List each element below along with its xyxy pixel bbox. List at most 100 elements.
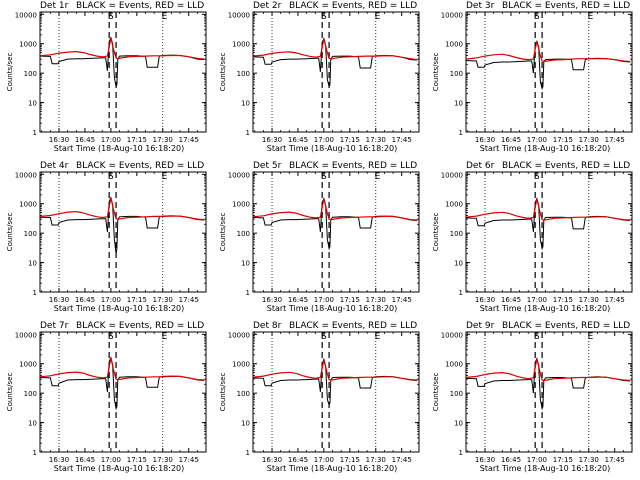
x-tick-label: 16:45: [288, 296, 308, 304]
x-tick-label: 16:45: [75, 136, 95, 144]
y-tick-label: 10000: [15, 171, 37, 179]
x-tick-label: 16:30: [49, 296, 69, 304]
detector-chart: 1 10 100 1000 10000 16:30 16:45 17:00 17:15 17:30…: [6, 11, 207, 153]
x-tick-label: 16:45: [501, 456, 521, 464]
x-tick-label: 17:45: [392, 296, 412, 304]
y-axis-label: Counts/sec: [219, 213, 227, 252]
x-tick-label: 16:30: [262, 136, 282, 144]
y-tick-label: 10: [241, 420, 250, 428]
y-tick-label: 1: [33, 449, 37, 457]
plot-frame: [465, 331, 633, 453]
x-axis-label: Start Time (18-Aug-10 16:18:20): [267, 464, 398, 473]
interval-marker-label: E: [588, 332, 594, 342]
events-series-line: [39, 196, 205, 254]
x-axis-label: Start Time (18-Aug-10 16:18:20): [54, 464, 185, 473]
x-tick-label: 17:15: [340, 456, 360, 464]
detector-chart: 1 10 100 1000 10000 16:30 16:45 17:00 17:15 17:30…: [432, 11, 633, 153]
x-tick-label: 16:45: [75, 456, 95, 464]
y-tick-label: 100: [237, 230, 250, 238]
x-tick-label: 17:15: [340, 136, 360, 144]
x-tick-label: 17:00: [314, 296, 334, 304]
y-tick-label: 1: [459, 289, 463, 297]
detector-chart: 1 10 100 1000 10000 16:30 16:45 17:00 17:15 17:30…: [219, 11, 420, 153]
events-series-line: [39, 356, 205, 411]
plot-frame: [252, 11, 420, 133]
x-tick-label: 17:15: [553, 136, 573, 144]
x-tick-label: 17:15: [340, 296, 360, 304]
x-tick-label: 16:45: [75, 296, 95, 304]
interval-marker-label: E: [162, 332, 168, 342]
detector-panel: 1 10 100 1000 10000 16:30 16:45 17:00 17:15 17:30…: [426, 160, 639, 320]
y-axis-label: Counts/sec: [432, 213, 440, 252]
y-tick-label: 10000: [15, 11, 37, 19]
events-series-line: [252, 37, 418, 89]
y-tick-label: 1: [459, 449, 463, 457]
interval-marker-label: S: [321, 172, 327, 182]
y-tick-label: 1000: [445, 361, 463, 369]
x-tick-label: 17:45: [605, 136, 625, 144]
x-tick-label: 17:45: [179, 456, 199, 464]
plot-frame: [252, 331, 420, 453]
y-axis-label: Counts/sec: [219, 373, 227, 412]
y-tick-label: 1: [246, 129, 250, 137]
x-tick-label: 17:15: [127, 136, 147, 144]
events-series-line: [252, 197, 418, 251]
y-tick-label: 100: [237, 70, 250, 78]
lld-series-line: [252, 360, 418, 381]
detector-panel: 1 10 100 1000 10000 16:30 16:45 17:00 17:15 17:30…: [0, 0, 213, 160]
detector-panel: 1 10 100 1000 10000 16:30 16:45 17:00 17:15 17:30…: [0, 160, 213, 320]
plot-frame: [252, 171, 420, 293]
plot-frame: [39, 11, 207, 133]
y-tick-label: 1000: [445, 201, 463, 209]
y-tick-label: 1: [33, 289, 37, 297]
x-tick-label: 17:45: [179, 136, 199, 144]
lld-series-line: [465, 41, 631, 63]
x-tick-label: 16:30: [262, 456, 282, 464]
y-tick-label: 10000: [228, 171, 250, 179]
x-tick-label: 16:45: [501, 136, 521, 144]
x-axis-label: Start Time (18-Aug-10 16:18:20): [267, 304, 398, 313]
y-axis-label: Counts/sec: [432, 53, 440, 92]
plot-frame: [39, 331, 207, 453]
y-tick-label: 100: [24, 230, 37, 238]
interval-marker-label: S: [534, 172, 540, 182]
y-tick-label: 1000: [19, 41, 37, 49]
x-tick-label: 17:00: [101, 456, 121, 464]
interval-marker-label: E: [162, 172, 168, 182]
y-axis-label: Counts/sec: [432, 373, 440, 412]
events-series-line: [252, 357, 418, 407]
events-series-line: [465, 197, 631, 251]
x-tick-label: 16:45: [288, 136, 308, 144]
y-tick-label: 100: [450, 70, 463, 78]
interval-marker-label: S: [534, 12, 540, 22]
x-tick-label: 16:30: [475, 136, 495, 144]
y-tick-label: 100: [24, 390, 37, 398]
x-tick-label: 17:45: [392, 136, 412, 144]
x-tick-label: 16:30: [49, 136, 69, 144]
x-tick-label: 17:15: [553, 456, 573, 464]
x-tick-label: 17:00: [101, 296, 121, 304]
x-tick-label: 17:30: [579, 296, 599, 304]
x-axis-label: Start Time (18-Aug-10 16:18:20): [54, 304, 185, 313]
x-tick-label: 16:45: [501, 296, 521, 304]
x-tick-label: 17:00: [314, 136, 334, 144]
plot-frame: [39, 171, 207, 293]
x-tick-label: 17:45: [605, 296, 625, 304]
lld-series-line: [465, 199, 631, 221]
x-tick-label: 17:00: [314, 456, 334, 464]
detector-panel: 1 10 100 1000 10000 16:30 16:45 17:00 17:15 17:30…: [426, 320, 639, 480]
y-tick-label: 1000: [445, 41, 463, 49]
y-tick-label: 10: [454, 420, 463, 428]
detector-chart: 1 10 100 1000 10000 16:30 16:45 17:00 17:15 17:30…: [6, 331, 207, 473]
y-tick-label: 100: [450, 390, 463, 398]
y-tick-label: 1: [246, 289, 250, 297]
detector-chart: 1 10 100 1000 10000 16:30 16:45 17:00 17:15 17:30…: [432, 171, 633, 313]
x-tick-label: 17:30: [366, 296, 386, 304]
x-axis-label: Start Time (18-Aug-10 16:18:20): [54, 144, 185, 153]
interval-marker-label: E: [588, 172, 594, 182]
plot-frame: [465, 11, 633, 133]
y-tick-label: 10000: [441, 171, 463, 179]
y-tick-label: 1000: [232, 41, 250, 49]
x-tick-label: 17:30: [366, 136, 386, 144]
